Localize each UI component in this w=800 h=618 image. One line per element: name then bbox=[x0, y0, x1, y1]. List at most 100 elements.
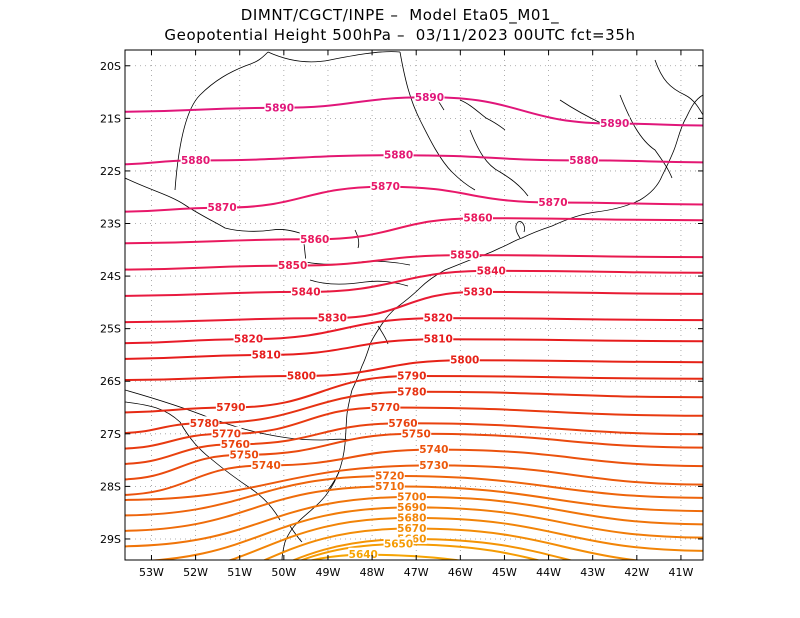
lon-tick-label: 41W bbox=[669, 566, 694, 579]
contour-label-bg bbox=[423, 311, 454, 324]
contour-line-5640 bbox=[308, 553, 463, 560]
contour-label: 5740 bbox=[419, 444, 448, 456]
map-title-line1: DIMNT/CGCT/INPE – Model Eta05_M01_ bbox=[240, 6, 560, 24]
contour-label-bg bbox=[215, 400, 246, 413]
contour-label: 5710 bbox=[375, 481, 404, 493]
contour-label-bg bbox=[189, 416, 220, 429]
contour-label: 5810 bbox=[252, 349, 281, 361]
contour-label-bg bbox=[387, 416, 418, 429]
contour-label: 5790 bbox=[397, 370, 426, 382]
contour-line-5830 bbox=[125, 290, 703, 324]
contour-label-bg bbox=[414, 90, 445, 103]
lon-tick-label: 48W bbox=[360, 566, 385, 579]
contour-label-bg bbox=[299, 232, 330, 245]
contour-line-5790 bbox=[125, 374, 703, 414]
lon-tick-label: 49W bbox=[316, 566, 341, 579]
contour-line-5800 bbox=[125, 359, 703, 381]
lon-tick-label: 44W bbox=[536, 566, 561, 579]
lat-tick-label: 23S bbox=[100, 218, 121, 231]
contour-line-5750 bbox=[125, 432, 703, 481]
lat-tick-label: 27S bbox=[100, 428, 121, 441]
contour-label: 5870 bbox=[371, 181, 400, 193]
contour-label: 5790 bbox=[216, 402, 245, 414]
contour-label: 5720 bbox=[375, 470, 404, 482]
contour-label-bg bbox=[599, 116, 630, 129]
contour-label: 5810 bbox=[424, 334, 453, 346]
contour-line-5840 bbox=[125, 269, 703, 297]
lat-lon-grid bbox=[125, 50, 703, 560]
contour-label: 5640 bbox=[349, 549, 378, 561]
contour-label-bg bbox=[396, 384, 427, 397]
contour-label: 5800 bbox=[450, 355, 479, 367]
contour-line-5760 bbox=[125, 422, 703, 465]
contour-line-5780 bbox=[125, 390, 703, 434]
lat-tick-label: 25S bbox=[100, 323, 121, 336]
contour-label: 5670 bbox=[397, 523, 426, 535]
contour-label: 5880 bbox=[569, 155, 598, 167]
lon-tick-label: 51W bbox=[227, 566, 252, 579]
contour-label: 5890 bbox=[600, 118, 629, 130]
contour-label-bg bbox=[374, 479, 405, 492]
contour-label: 5830 bbox=[463, 286, 492, 298]
lon-tick-label: 53W bbox=[139, 566, 164, 579]
contour-label: 5680 bbox=[397, 512, 426, 524]
contour-label-bg bbox=[317, 311, 348, 324]
contour-label-bg bbox=[251, 458, 282, 471]
lon-tick-label: 45W bbox=[492, 566, 517, 579]
contour-label-bg bbox=[383, 148, 414, 161]
contour-label: 5780 bbox=[397, 386, 426, 398]
contour-label-bg bbox=[229, 447, 260, 460]
contour-label-bg bbox=[396, 500, 427, 513]
contour-label: 5860 bbox=[463, 213, 492, 225]
contour-label-bg bbox=[370, 179, 401, 192]
contour-label-bg bbox=[374, 468, 405, 481]
lat-tick-label: 20S bbox=[100, 60, 121, 73]
lon-tick-label: 42W bbox=[624, 566, 649, 579]
contour-label: 5740 bbox=[252, 460, 281, 472]
contour-label-bg bbox=[383, 537, 414, 550]
contour-label-bg bbox=[286, 368, 317, 381]
contour-label-bg bbox=[290, 284, 321, 297]
contour-label: 5730 bbox=[419, 460, 448, 472]
contour-line-5820 bbox=[125, 317, 703, 345]
contour-label: 5840 bbox=[477, 265, 506, 277]
contour-label: 5770 bbox=[212, 428, 241, 440]
contour-label: 5890 bbox=[265, 102, 294, 114]
contour-label-bg bbox=[251, 347, 282, 360]
contour-label-bg bbox=[401, 426, 432, 439]
coastline-borders bbox=[125, 51, 703, 560]
lat-tick-label: 24S bbox=[100, 270, 121, 283]
contour-label: 5880 bbox=[384, 150, 413, 162]
contour-label: 5800 bbox=[287, 370, 316, 382]
lon-tick-label: 50W bbox=[271, 566, 296, 579]
lat-tick-label: 26S bbox=[100, 375, 121, 388]
contour-label-bg bbox=[462, 284, 493, 297]
contour-label: 5850 bbox=[278, 260, 307, 272]
contour-label: 5650 bbox=[384, 539, 413, 551]
contour-label: 5840 bbox=[291, 286, 320, 298]
map-title-line2: Geopotential Height 500hPa – 03/11/2023 … bbox=[164, 26, 636, 44]
contour-label: 5770 bbox=[371, 402, 400, 414]
lon-tick-label: 52W bbox=[183, 566, 208, 579]
contour-label: 5890 bbox=[415, 92, 444, 104]
contour-label: 5820 bbox=[234, 334, 263, 346]
contour-label-bg bbox=[370, 400, 401, 413]
contour-label-bg bbox=[568, 153, 599, 166]
contour-label-bg bbox=[476, 263, 507, 276]
contour-label-bg bbox=[396, 521, 427, 534]
contour-label-bg bbox=[277, 258, 308, 271]
lat-tick-label: 22S bbox=[100, 165, 121, 178]
contour-label-bg bbox=[423, 332, 454, 345]
contour-line-5870 bbox=[125, 185, 703, 213]
contour-label: 5760 bbox=[221, 439, 250, 451]
contour-label-bg bbox=[220, 437, 251, 450]
contour-label: 5860 bbox=[300, 234, 329, 246]
contour-label: 5780 bbox=[190, 418, 219, 430]
contour-label-bg bbox=[449, 353, 480, 366]
contour-label-bg bbox=[233, 332, 264, 345]
lat-tick-label: 21S bbox=[100, 112, 121, 125]
contour-label: 5760 bbox=[388, 418, 417, 430]
contour-label: 5830 bbox=[318, 313, 347, 325]
contour-label-bg bbox=[396, 368, 427, 381]
